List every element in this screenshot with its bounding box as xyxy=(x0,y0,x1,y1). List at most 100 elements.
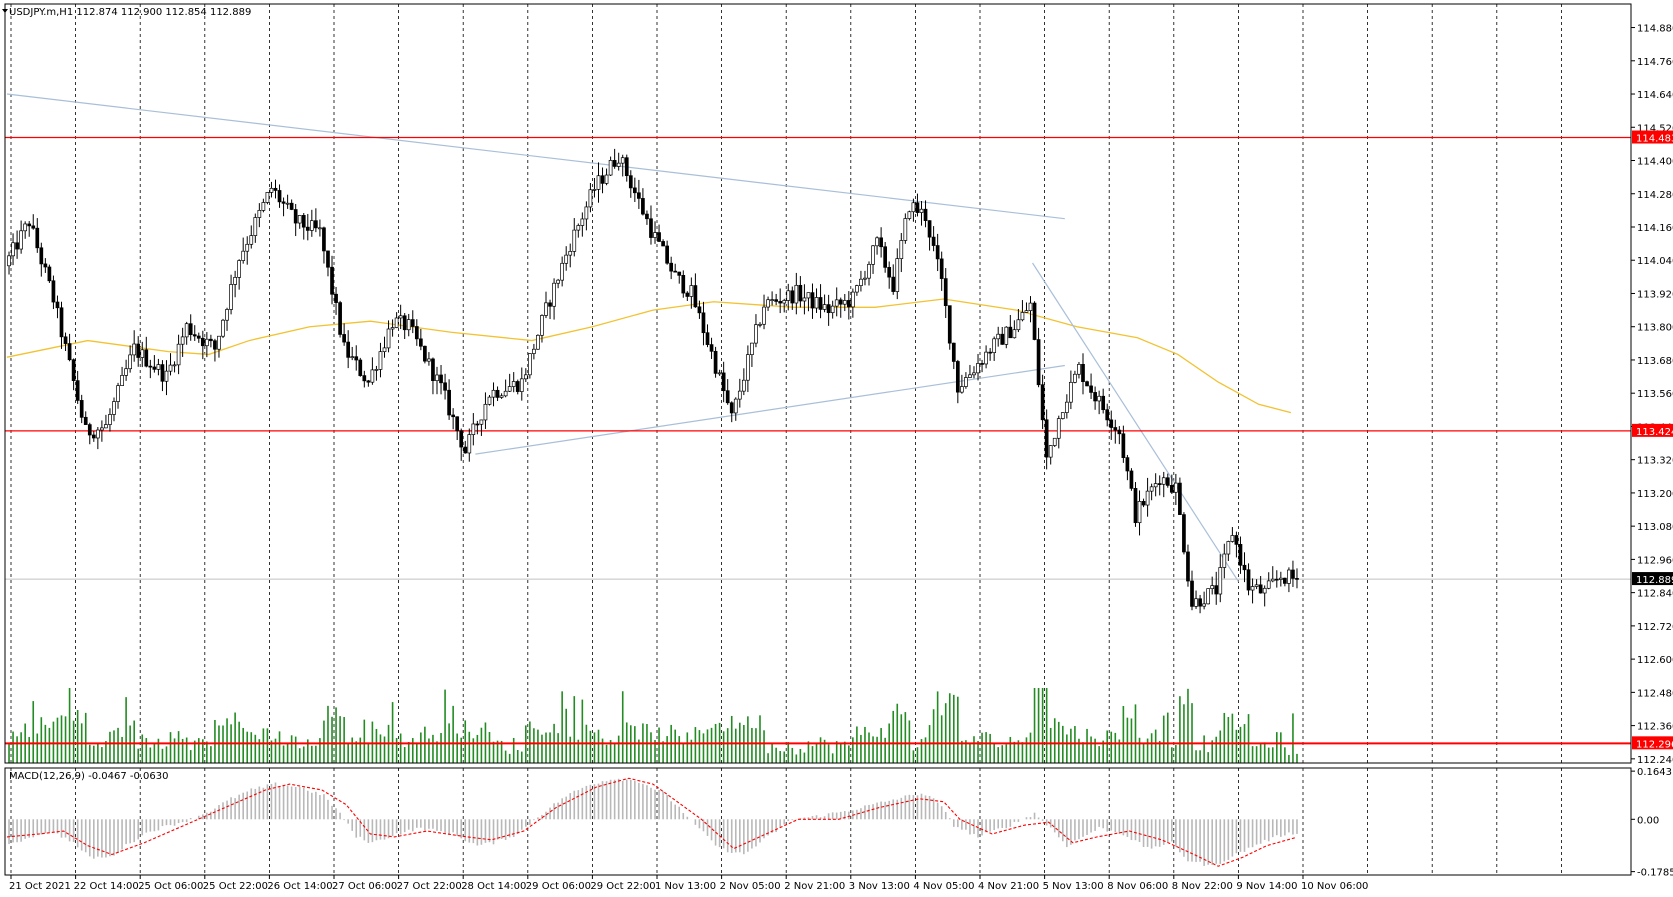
candle[interactable] xyxy=(241,237,246,264)
candle[interactable] xyxy=(1283,577,1287,587)
candle[interactable] xyxy=(491,382,496,407)
candle[interactable] xyxy=(834,287,839,317)
candle[interactable] xyxy=(358,357,363,377)
candle[interactable] xyxy=(196,332,201,343)
candle[interactable] xyxy=(1073,370,1077,384)
candle[interactable] xyxy=(1101,388,1106,414)
candle[interactable] xyxy=(927,220,932,251)
candle[interactable] xyxy=(1222,543,1227,579)
candle[interactable] xyxy=(673,263,678,273)
candle[interactable] xyxy=(354,345,359,371)
candle[interactable] xyxy=(867,261,871,286)
candle[interactable] xyxy=(1097,390,1101,415)
candle[interactable] xyxy=(762,294,766,330)
candle[interactable] xyxy=(1064,394,1069,419)
candle[interactable] xyxy=(951,342,956,370)
candle[interactable] xyxy=(479,419,484,436)
candle[interactable] xyxy=(495,386,500,402)
candle[interactable] xyxy=(1165,473,1170,488)
candle[interactable] xyxy=(1270,566,1275,583)
candle[interactable] xyxy=(657,224,661,243)
candle[interactable] xyxy=(653,221,657,244)
candle[interactable] xyxy=(980,359,984,373)
candle[interactable] xyxy=(689,277,694,309)
candle[interactable] xyxy=(628,170,633,198)
candle[interactable] xyxy=(1069,370,1073,410)
candle[interactable] xyxy=(709,337,714,359)
candle[interactable] xyxy=(322,226,326,264)
candle[interactable] xyxy=(604,168,609,186)
candle[interactable] xyxy=(1141,498,1146,508)
candle[interactable] xyxy=(305,213,310,241)
candle[interactable] xyxy=(108,408,112,432)
candle[interactable] xyxy=(786,283,791,311)
candle[interactable] xyxy=(802,284,807,315)
candle[interactable] xyxy=(923,200,928,228)
candle[interactable] xyxy=(810,283,815,319)
candle[interactable] xyxy=(63,332,68,351)
candle[interactable] xyxy=(883,241,888,273)
candle[interactable] xyxy=(59,301,64,349)
candle[interactable] xyxy=(984,345,988,369)
candle[interactable] xyxy=(548,299,552,320)
candle[interactable] xyxy=(350,346,355,361)
candle[interactable] xyxy=(1048,445,1053,465)
candle[interactable] xyxy=(1169,474,1174,495)
candle[interactable] xyxy=(725,379,730,405)
candle[interactable] xyxy=(729,401,734,423)
candle[interactable] xyxy=(774,293,778,306)
candle[interactable] xyxy=(75,370,80,404)
candle[interactable] xyxy=(955,359,960,404)
candle[interactable] xyxy=(899,233,904,273)
candle[interactable] xyxy=(564,246,569,271)
candle[interactable] xyxy=(487,395,492,406)
candle[interactable] xyxy=(1250,578,1255,604)
candle[interactable] xyxy=(964,372,968,389)
candle[interactable] xyxy=(511,372,516,393)
candle[interactable] xyxy=(826,294,831,326)
candle[interactable] xyxy=(427,352,431,366)
candle[interactable] xyxy=(390,319,395,337)
candle[interactable] xyxy=(846,291,851,320)
candle[interactable] xyxy=(398,304,403,330)
candle[interactable] xyxy=(334,286,338,315)
candle[interactable] xyxy=(943,268,948,319)
candle[interactable] xyxy=(931,226,936,252)
candle[interactable] xyxy=(156,358,161,376)
candle[interactable] xyxy=(1214,571,1219,605)
candle[interactable] xyxy=(1274,570,1279,588)
candle[interactable] xyxy=(342,323,346,346)
candle[interactable] xyxy=(1121,425,1126,463)
candle[interactable] xyxy=(1174,473,1178,506)
candle[interactable] xyxy=(483,392,488,429)
candle[interactable] xyxy=(560,256,565,287)
candle[interactable] xyxy=(1149,483,1154,501)
candle[interactable] xyxy=(1109,410,1114,440)
candle[interactable] xyxy=(67,333,72,362)
candle[interactable] xyxy=(693,273,698,308)
candle[interactable] xyxy=(721,361,726,403)
candle[interactable] xyxy=(806,292,811,312)
candle[interactable] xyxy=(758,322,762,328)
candle[interactable] xyxy=(887,261,892,289)
candle[interactable] xyxy=(891,264,896,295)
candle[interactable] xyxy=(221,318,225,339)
candle[interactable] xyxy=(838,297,843,318)
candle[interactable] xyxy=(1198,594,1202,614)
trendline[interactable] xyxy=(6,93,1065,220)
candle[interactable] xyxy=(540,314,544,343)
candle[interactable] xyxy=(798,276,803,308)
candle[interactable] xyxy=(939,251,944,291)
candle[interactable] xyxy=(261,198,266,213)
candle[interactable] xyxy=(200,330,205,360)
candle[interactable] xyxy=(330,255,334,305)
candle[interactable] xyxy=(309,209,314,237)
candle[interactable] xyxy=(394,312,399,329)
candle[interactable] xyxy=(507,373,512,392)
candle[interactable] xyxy=(176,334,181,375)
candle[interactable] xyxy=(1278,571,1283,587)
candle[interactable] xyxy=(168,353,173,376)
candle[interactable] xyxy=(1178,477,1182,515)
candle[interactable] xyxy=(592,177,597,198)
candle[interactable] xyxy=(23,221,28,239)
